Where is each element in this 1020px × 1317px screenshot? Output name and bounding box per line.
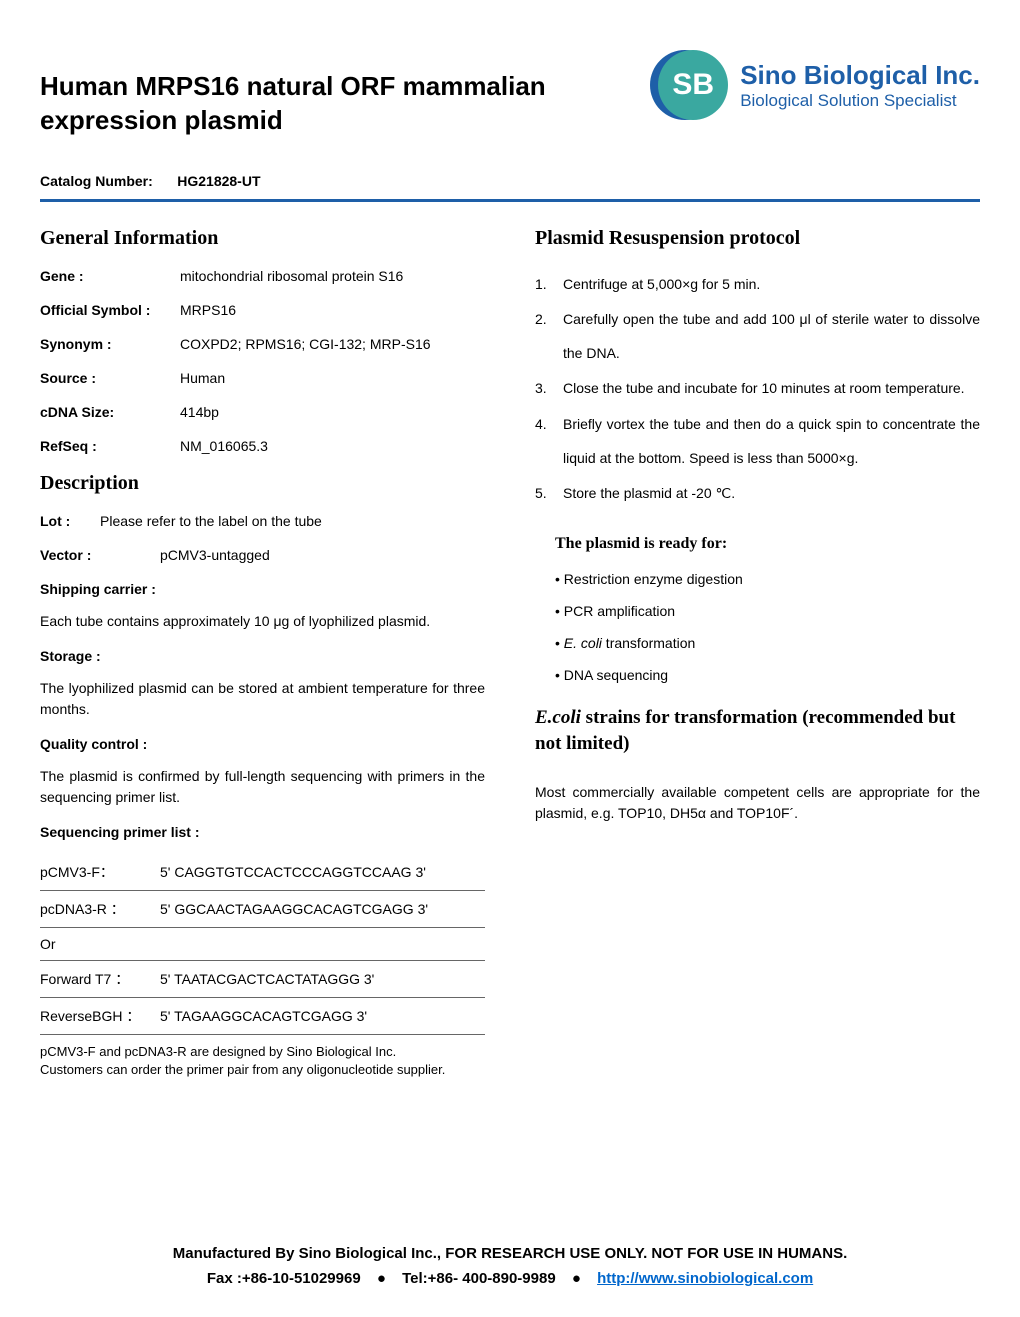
qc-label: Quality control : xyxy=(40,736,485,752)
protocol-step: Close the tube and incubate for 10 minut… xyxy=(535,372,980,406)
primer-seq: 5' TAGAAGGCACAGTCGAGG 3' xyxy=(160,997,485,1034)
primer-note-2: Customers can order the primer pair from… xyxy=(40,1062,445,1077)
protocol-heading: Plasmid Resuspension protocol xyxy=(535,227,980,250)
lot-label: Lot : xyxy=(40,513,100,529)
storage-text: The lyophilized plasmid can be stored at… xyxy=(40,678,485,720)
footer-sep-1: ● xyxy=(377,1270,386,1287)
shipping-text: Each tube contains approximately 10 μg o… xyxy=(40,611,485,632)
primer-table: pCMV3-F：5' CAGGTGTCCACTCCCAGGTCCAAG 3'pc… xyxy=(40,854,485,1035)
info-label: RefSeq : xyxy=(40,438,180,454)
info-value: NM_016065.3 xyxy=(180,438,485,454)
company-name: Sino Biological Inc. xyxy=(740,60,980,91)
primer-name: Or xyxy=(40,927,160,960)
ecoli-heading: E.coli strains for transformation (recom… xyxy=(535,705,980,758)
info-row: Official Symbol :MRPS16 xyxy=(40,302,485,318)
columns: General Information Gene :mitochondrial … xyxy=(40,227,980,1079)
header: Human MRPS16 natural ORF mammalian expre… xyxy=(40,50,980,138)
ready-item: PCR amplification xyxy=(555,603,980,619)
info-label: Gene : xyxy=(40,268,180,284)
info-row: RefSeq :NM_016065.3 xyxy=(40,438,485,454)
footer-sep-2: ● xyxy=(572,1270,581,1287)
primer-seq: 5' TAATACGACTCACTATAGGG 3' xyxy=(160,960,485,997)
description-heading: Description xyxy=(40,472,485,495)
protocol-step: Store the plasmid at -20 ℃. xyxy=(535,477,980,511)
primer-name: Forward T7 ： xyxy=(40,960,160,997)
info-label: Official Symbol : xyxy=(40,302,180,318)
vector-label: Vector : xyxy=(40,547,160,563)
catalog-row: Catalog Number: HG21828-UT xyxy=(40,173,980,191)
primer-name: ReverseBGH ： xyxy=(40,997,160,1034)
vector-value: pCMV3-untagged xyxy=(160,547,485,563)
info-value: mitochondrial ribosomal protein S16 xyxy=(180,268,485,284)
primer-seq: 5' GGCAACTAGAAGGCACAGTCGAGG 3' xyxy=(160,890,485,927)
left-column: General Information Gene :mitochondrial … xyxy=(40,227,485,1079)
lot-row: Lot : Please refer to the label on the t… xyxy=(40,513,485,529)
protocol-step: Briefly vortex the tube and then do a qu… xyxy=(535,408,980,475)
primer-row: Forward T7 ：5' TAATACGACTCACTATAGGG 3' xyxy=(40,960,485,997)
ready-item: Restriction enzyme digestion xyxy=(555,571,980,587)
info-value: COXPD2; RPMS16; CGI-132; MRP-S16 xyxy=(180,336,485,352)
info-label: cDNA Size: xyxy=(40,404,180,420)
primer-note-1: pCMV3-F and pcDNA3-R are designed by Sin… xyxy=(40,1044,396,1059)
primer-label: Sequencing primer list : xyxy=(40,824,485,840)
protocol-step: Centrifuge at 5,000×g for 5 min. xyxy=(535,268,980,302)
logo-icon: SB xyxy=(658,50,728,120)
footer-line1: Manufactured By Sino Biological Inc., FO… xyxy=(0,1245,1020,1262)
ready-list: Restriction enzyme digestion PCR amplific… xyxy=(555,571,980,683)
info-value: MRPS16 xyxy=(180,302,485,318)
general-info-heading: General Information xyxy=(40,227,485,250)
footer-line2: Fax :+86-10-51029969 ● Tel:+86- 400-890-… xyxy=(0,1270,1020,1287)
logo-text: Sino Biological Inc. Biological Solution… xyxy=(740,60,980,111)
general-info-rows: Gene :mitochondrial ribosomal protein S1… xyxy=(40,268,485,454)
info-row: cDNA Size:414bp xyxy=(40,404,485,420)
ready-item: E. coli transformation xyxy=(555,635,980,651)
vector-row: Vector : pCMV3-untagged xyxy=(40,547,485,563)
divider xyxy=(40,199,980,202)
primer-name: pcDNA3-R ： xyxy=(40,890,160,927)
qc-text: The plasmid is confirmed by full-length … xyxy=(40,766,485,808)
shipping-label: Shipping carrier : xyxy=(40,581,485,597)
info-label: Synonym : xyxy=(40,336,180,352)
info-row: Gene :mitochondrial ribosomal protein S1… xyxy=(40,268,485,284)
info-row: Source :Human xyxy=(40,370,485,386)
ecoli-rest: strains for transformation (recommended … xyxy=(535,707,955,755)
info-value: 414bp xyxy=(180,404,485,420)
ready-item: DNA sequencing xyxy=(555,667,980,683)
page-title: Human MRPS16 natural ORF mammalian expre… xyxy=(40,70,658,138)
ready-heading: The plasmid is ready for: xyxy=(555,535,980,553)
footer-tel: Tel:+86- 400-890-9989 xyxy=(402,1270,556,1287)
lot-value: Please refer to the label on the tube xyxy=(100,513,485,529)
footer-link[interactable]: http://www.sinobiological.com xyxy=(597,1270,813,1287)
footer-fax: Fax :+86-10-51029969 xyxy=(207,1270,361,1287)
primer-name: pCMV3-F： xyxy=(40,854,160,891)
logo-block: SB Sino Biological Inc. Biological Solut… xyxy=(658,50,980,120)
catalog-label: Catalog Number: xyxy=(40,173,153,189)
info-row: Synonym :COXPD2; RPMS16; CGI-132; MRP-S1… xyxy=(40,336,485,352)
footer: Manufactured By Sino Biological Inc., FO… xyxy=(0,1245,1020,1287)
protocol-step: Carefully open the tube and add 100 μl o… xyxy=(535,303,980,370)
info-value: Human xyxy=(180,370,485,386)
primer-seq xyxy=(160,927,485,960)
ecoli-text: Most commercially available competent ce… xyxy=(535,782,980,824)
primer-row: ReverseBGH ：5' TAGAAGGCACAGTCGAGG 3' xyxy=(40,997,485,1034)
primer-row: Or xyxy=(40,927,485,960)
protocol-list: Centrifuge at 5,000×g for 5 min.Carefull… xyxy=(535,268,980,511)
storage-label: Storage : xyxy=(40,648,485,664)
right-column: Plasmid Resuspension protocol Centrifuge… xyxy=(535,227,980,1079)
title-block: Human MRPS16 natural ORF mammalian expre… xyxy=(40,50,658,138)
primer-row: pcDNA3-R ：5' GGCAACTAGAAGGCACAGTCGAGG 3' xyxy=(40,890,485,927)
company-tagline: Biological Solution Specialist xyxy=(740,91,980,111)
catalog-value: HG21828-UT xyxy=(177,173,260,189)
primer-note: pCMV3-F and pcDNA3-R are designed by Sin… xyxy=(40,1043,485,1079)
info-label: Source : xyxy=(40,370,180,386)
primer-row: pCMV3-F：5' CAGGTGTCCACTCCCAGGTCCAAG 3' xyxy=(40,854,485,891)
primer-seq: 5' CAGGTGTCCACTCCCAGGTCCAAG 3' xyxy=(160,854,485,891)
ecoli-italic: E.coli xyxy=(535,707,581,728)
